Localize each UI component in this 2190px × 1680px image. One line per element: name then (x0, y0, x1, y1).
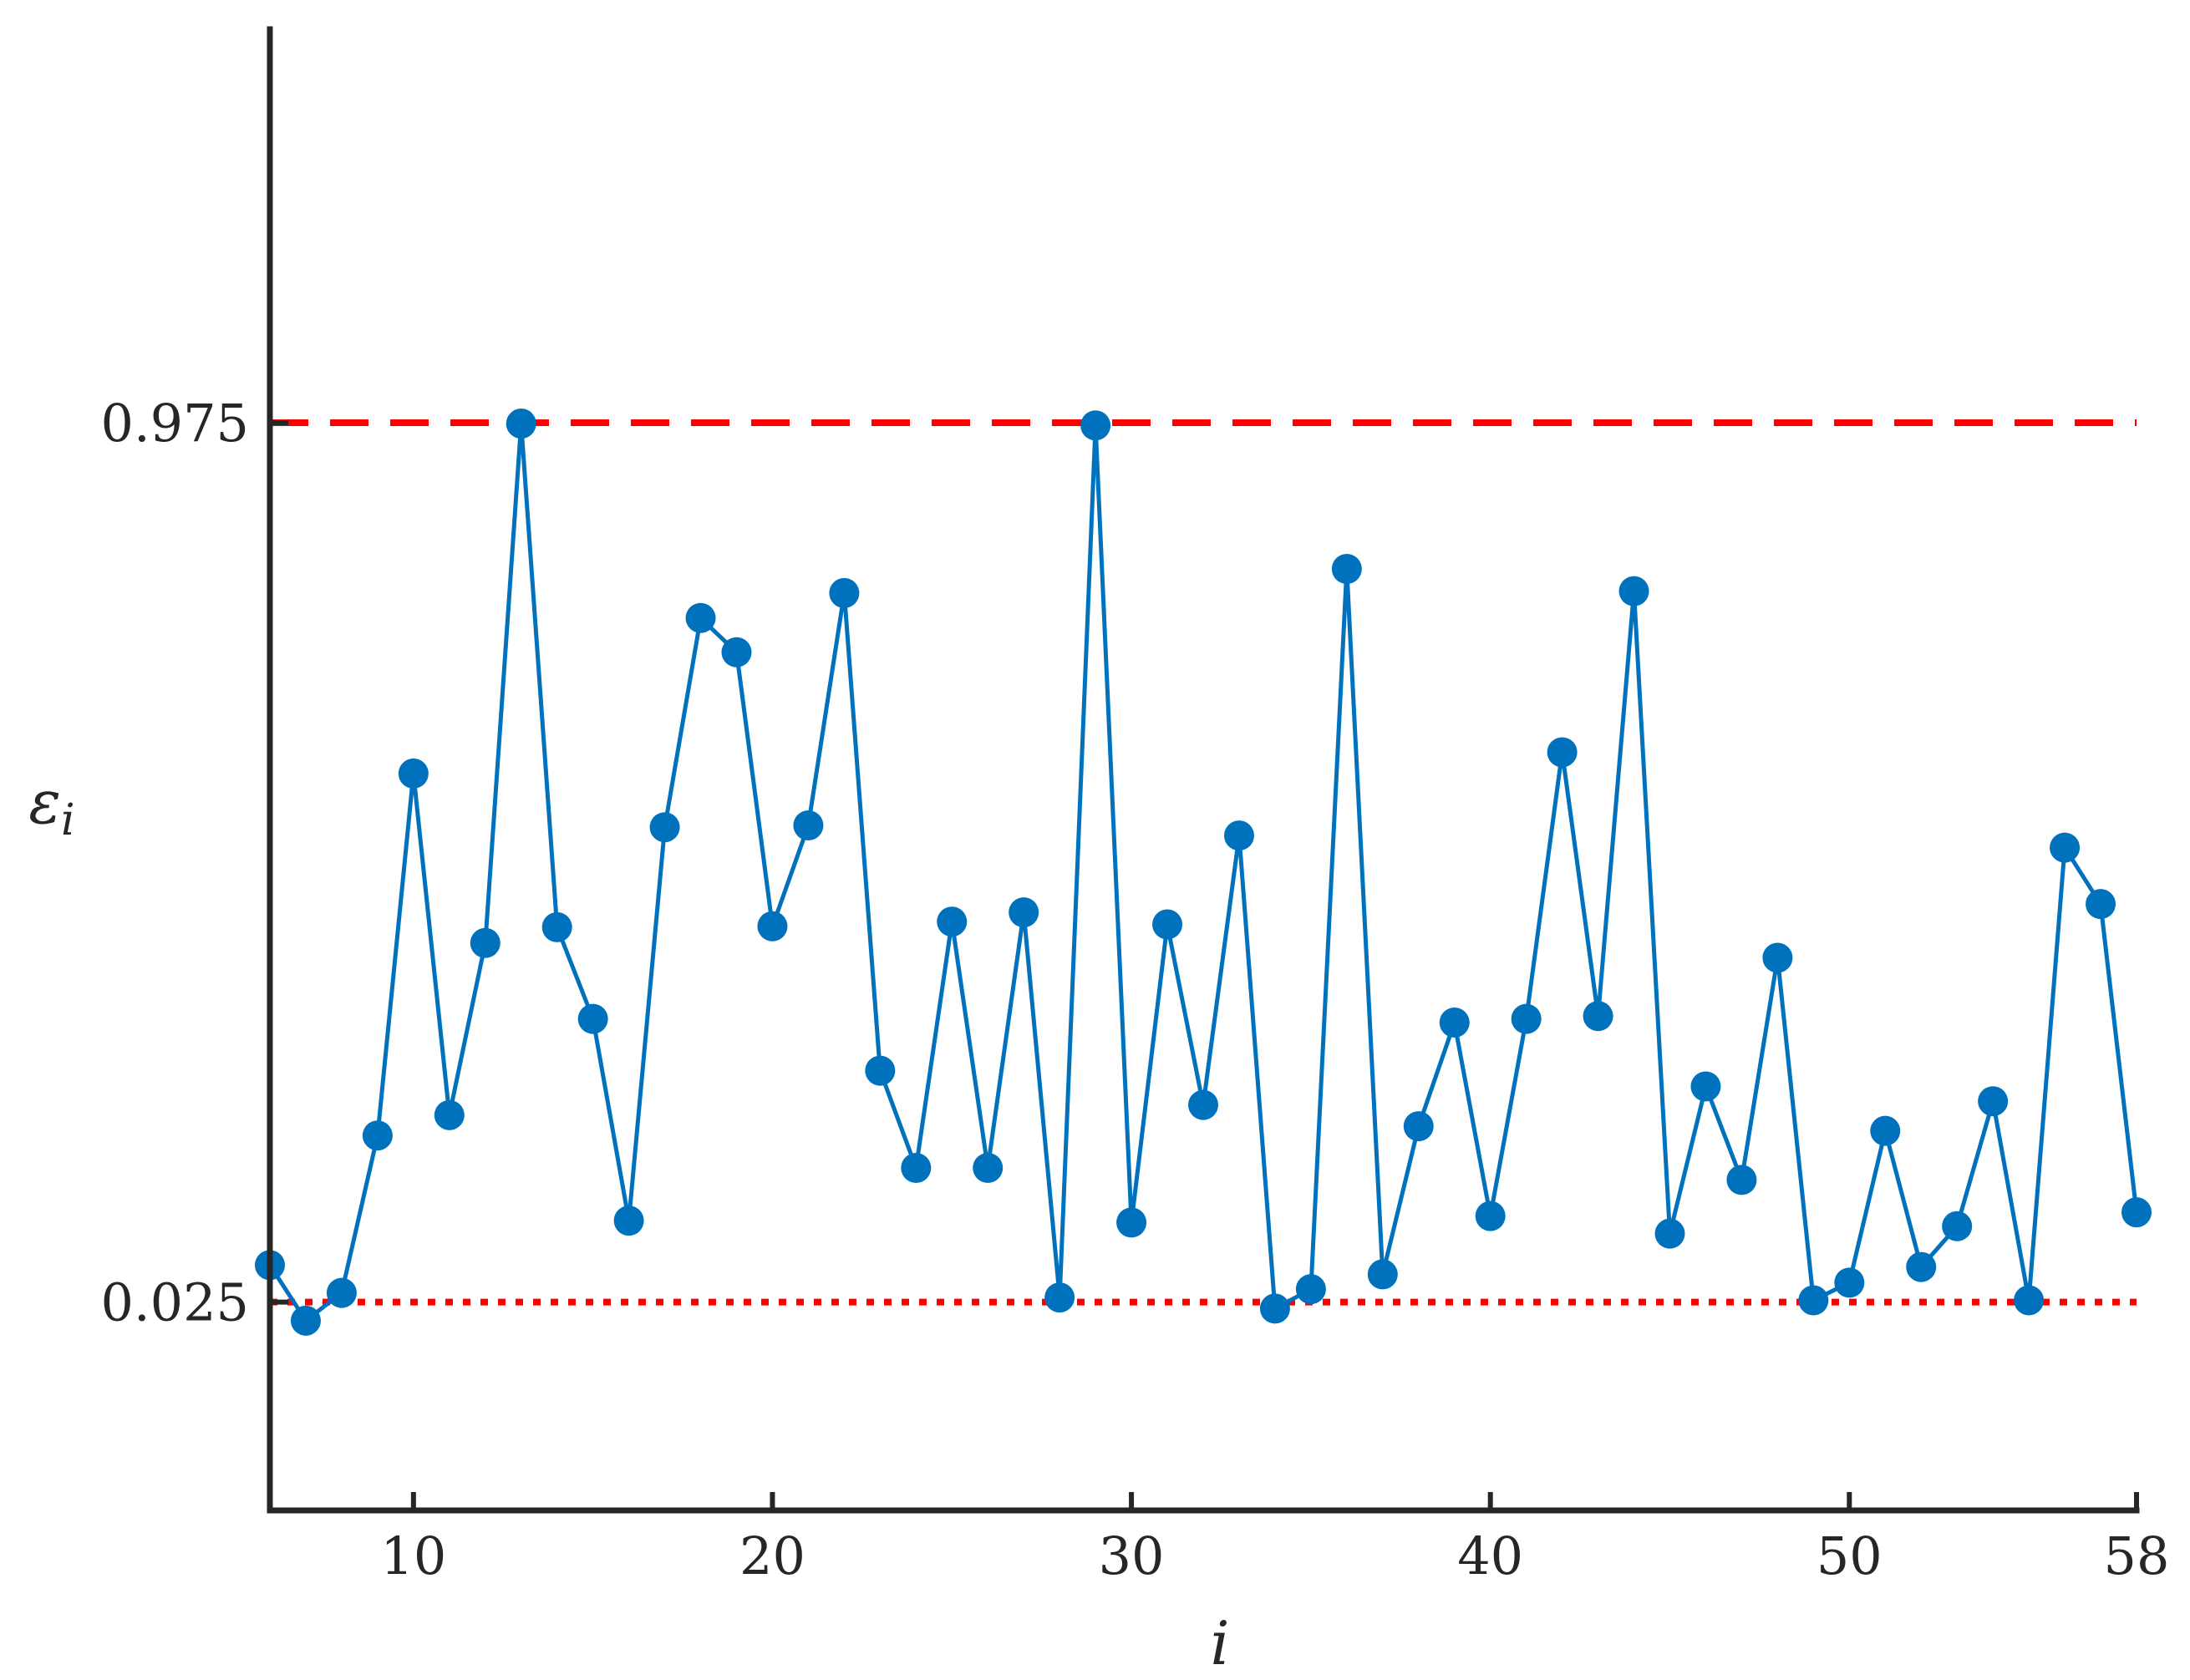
data-point (1654, 1218, 1685, 1249)
data-point (434, 1099, 465, 1130)
data-point (470, 927, 500, 958)
data-point (1762, 942, 1793, 973)
data-point (1475, 1200, 1506, 1231)
data-point (1295, 1274, 1326, 1305)
data-point (865, 1055, 896, 1086)
data-point (829, 577, 860, 608)
y-axis-label-subscript: i (61, 795, 75, 845)
data-point (613, 1205, 644, 1236)
data-point (1331, 554, 1362, 585)
data-point (649, 812, 680, 843)
data-point (326, 1277, 357, 1308)
x-tick-label: 20 (739, 1525, 805, 1586)
x-tick-label: 58 (2104, 1525, 2170, 1586)
y-axis-label-main: ε (28, 767, 61, 837)
data-point (1439, 1007, 1470, 1038)
data-point (362, 1120, 393, 1151)
data-point (1834, 1267, 1865, 1298)
data-point (2086, 889, 2116, 920)
data-point (721, 637, 752, 667)
x-tick-label: 50 (1817, 1525, 1883, 1586)
data-point (1583, 1001, 1613, 1032)
data-point (1009, 897, 1039, 928)
data-point (1367, 1259, 1398, 1290)
data-point (1152, 909, 1183, 940)
series-line (267, 421, 2139, 1323)
data-point (2050, 832, 2081, 863)
data-point (1942, 1211, 1973, 1241)
data-point (1116, 1207, 1147, 1238)
data-point (1978, 1086, 2009, 1117)
data-point (1798, 1285, 1829, 1316)
reference-lines (270, 419, 2137, 1306)
data-point (1906, 1251, 1937, 1282)
data-point (577, 1003, 608, 1034)
y-tick-label: 0.025 (101, 1272, 250, 1333)
data-point (685, 602, 716, 633)
axes (267, 26, 2140, 1514)
data-point (1259, 1293, 1290, 1324)
data-point (901, 1152, 932, 1183)
data-point (1511, 1003, 1542, 1034)
data-point (1188, 1089, 1218, 1120)
data-point (1080, 410, 1111, 441)
x-axis-label: i (1210, 1608, 1229, 1678)
data-point (1044, 1282, 1075, 1313)
data-point (290, 1305, 321, 1336)
data-point (506, 409, 536, 439)
data-point (398, 758, 429, 789)
series-0-line (267, 421, 2139, 1323)
data-point (2014, 1285, 2045, 1316)
data-point (2121, 1197, 2152, 1228)
data-point (541, 911, 572, 942)
data-point (973, 1152, 1004, 1183)
data-point (1403, 1111, 1434, 1142)
y-axis-label: εi (28, 767, 74, 845)
data-point (1870, 1115, 1901, 1146)
x-ticks: 10 20 30 40 50 58 (380, 1492, 2169, 1586)
data-point (1618, 576, 1649, 607)
x-tick-label: 10 (380, 1525, 446, 1586)
x-tick-label: 30 (1099, 1525, 1165, 1586)
data-point (1223, 820, 1254, 851)
data-point (793, 810, 824, 840)
y-ticks: 0.025 0.975 (101, 393, 288, 1333)
data-point (1547, 737, 1578, 768)
y-tick-label: 0.975 (101, 393, 250, 454)
series-points (255, 409, 2152, 1336)
data-point (937, 906, 968, 937)
x-tick-label: 40 (1457, 1525, 1523, 1586)
data-point (1726, 1165, 1757, 1195)
data-point (1690, 1071, 1721, 1102)
data-point (757, 911, 788, 942)
